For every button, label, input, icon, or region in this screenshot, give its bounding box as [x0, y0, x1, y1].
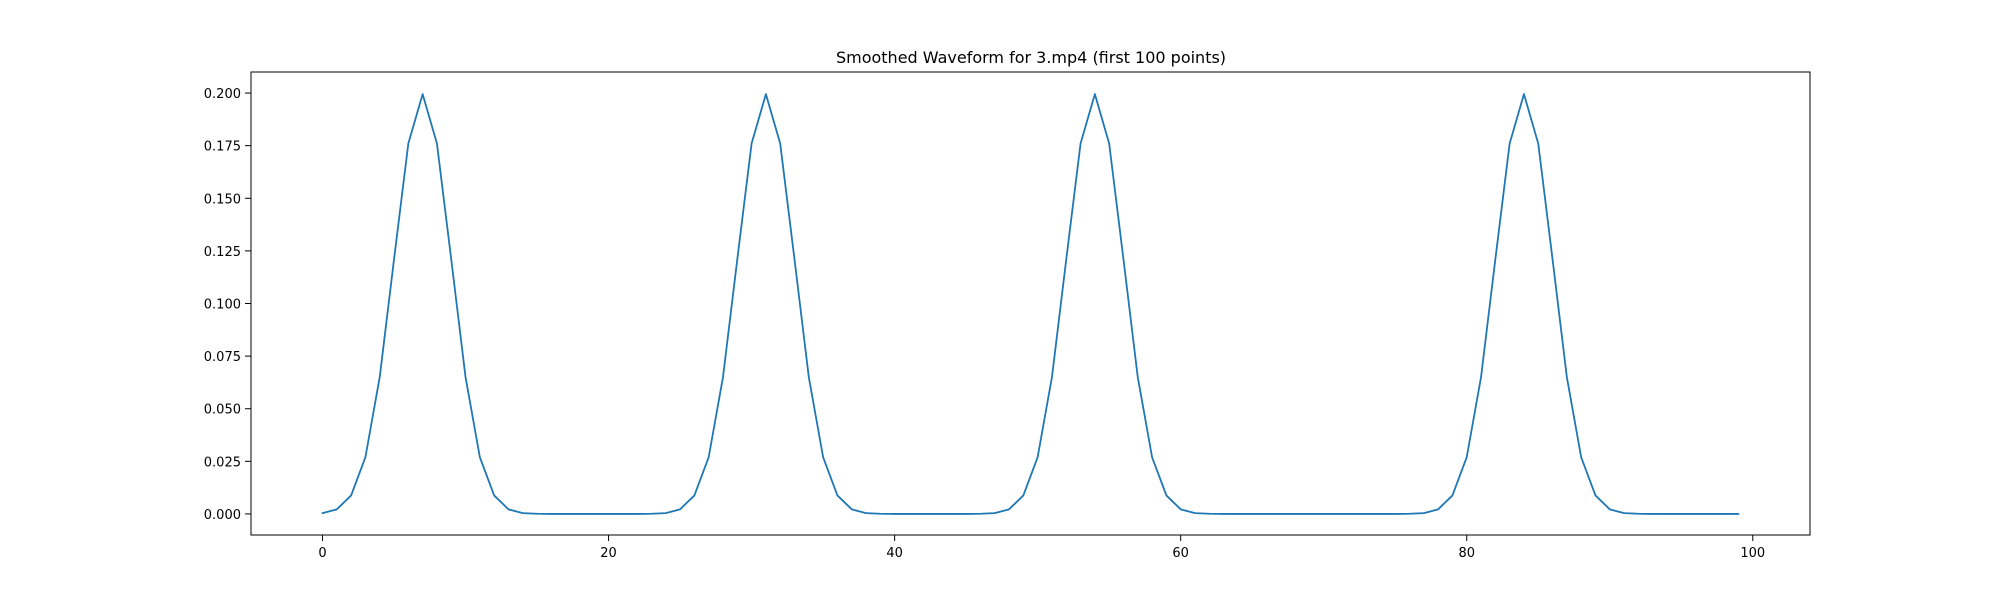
y-tick-label: 0.075: [204, 350, 241, 365]
y-tick-label: 0.050: [204, 403, 241, 418]
chart-title: Smoothed Waveform for 3.mp4 (first 100 p…: [836, 48, 1226, 67]
x-tick-label: 40: [886, 546, 903, 561]
x-tick-label: 20: [600, 546, 617, 561]
axes-frame: [250, 71, 1811, 536]
y-tick-label: 0.150: [204, 192, 241, 207]
x-axis: 0 20 40 60 80 100: [318, 535, 1765, 561]
x-tick-label: 0: [318, 546, 326, 561]
y-tick-label: 0.000: [204, 508, 241, 523]
x-tick-label: 100: [1740, 546, 1765, 561]
y-tick-label: 0.025: [204, 455, 241, 470]
y-tick-label: 0.200: [204, 87, 241, 102]
series-line: [321, 93, 1740, 515]
y-tick-label: 0.175: [204, 140, 241, 155]
y-tick-label: 0.100: [204, 298, 241, 313]
plot-area: [321, 93, 1740, 515]
x-tick-label: 60: [1172, 546, 1189, 561]
y-tick-label: 0.125: [204, 245, 241, 260]
y-axis: 0.000 0.025 0.050 0.075 0.100 0.125 0.150 0.175…: [204, 87, 251, 523]
x-tick-label: 80: [1458, 546, 1475, 561]
